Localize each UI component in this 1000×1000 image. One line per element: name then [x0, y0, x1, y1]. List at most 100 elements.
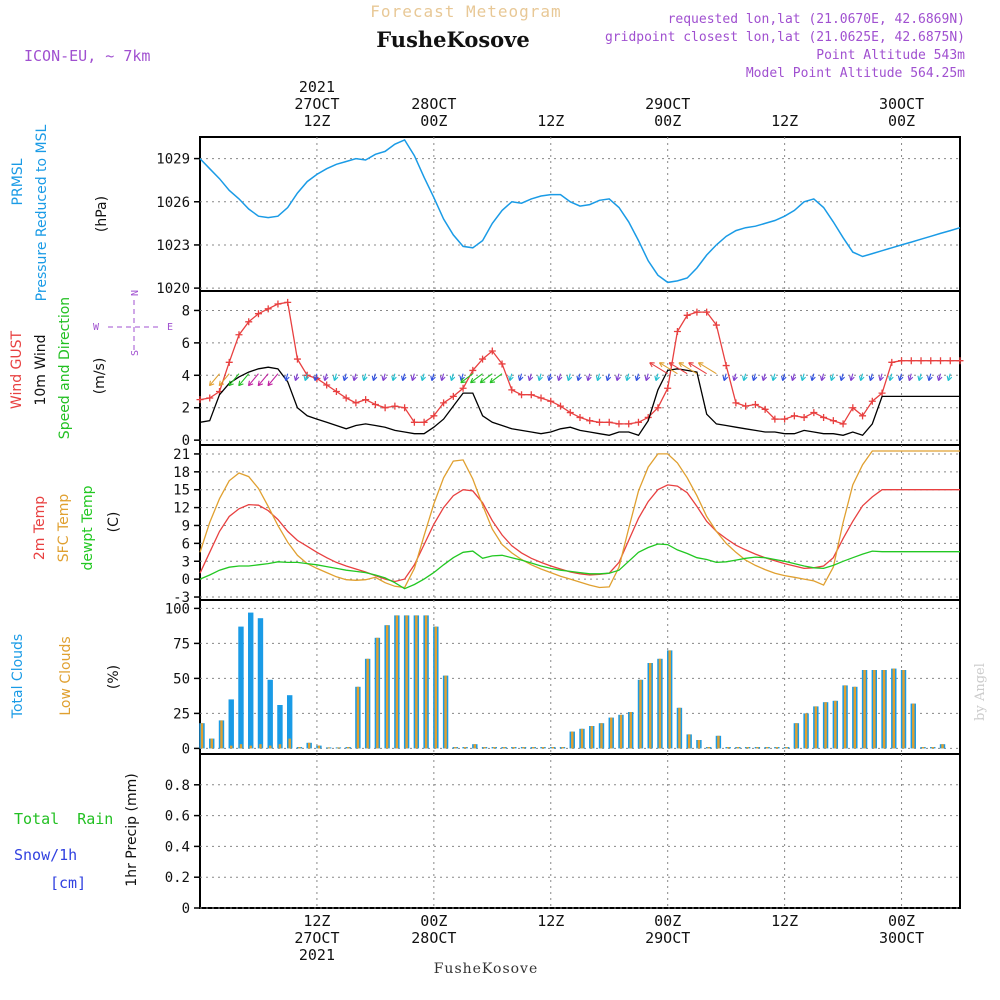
low-cloud-bar — [278, 744, 282, 749]
total-cloud-bar — [277, 705, 283, 749]
low-cloud-bar — [356, 686, 360, 749]
wind-direction-arrow — [267, 373, 279, 387]
time-axis-label: 00Z — [420, 912, 447, 930]
y-tick-label: -3 — [173, 590, 190, 606]
snow-unit: [cm] — [50, 874, 86, 892]
low-cloud-bar — [269, 745, 272, 749]
wind-gust-marker — [332, 388, 340, 396]
low-cloud-bar — [873, 670, 876, 749]
wind-direction-arrow — [517, 373, 524, 382]
y-tick-label: 1029 — [156, 152, 190, 168]
wind-direction-arrow — [352, 373, 358, 382]
panel-frame — [199, 753, 961, 909]
low-cloud-bar — [249, 745, 252, 749]
low-cloud-bar — [541, 747, 545, 749]
compass-legend: W E N S — [93, 290, 173, 356]
pressure-name: PRMSL — [10, 158, 26, 205]
low-cloud-bar — [756, 747, 759, 749]
wind-gust-marker — [722, 362, 730, 370]
wind-direction-arrow — [527, 373, 534, 382]
low-cloud-bar — [376, 637, 379, 749]
temp-2m-label: 2m Temp — [32, 496, 48, 560]
wind-direction-arrow — [751, 373, 758, 382]
wind-gust-marker — [810, 409, 818, 417]
low-cloud-bar — [639, 679, 642, 749]
rain-label: Total Rain — [14, 810, 113, 828]
time-axis-label: 12Z — [771, 912, 798, 930]
wind-gust-marker — [557, 402, 565, 410]
y-tick-label: 0 — [182, 572, 190, 588]
y-tick-label: 0 — [182, 433, 190, 449]
wind-direction-arrow — [556, 373, 563, 382]
time-axis-label: 28OCT — [411, 95, 456, 113]
y-tick-label: 1023 — [156, 238, 190, 254]
wind-direction-arrow — [732, 373, 738, 382]
wind-direction-arrow — [362, 373, 368, 382]
wind-gust-marker — [469, 366, 477, 374]
time-axis-label: 00Z — [420, 112, 447, 130]
y-tick-label: 6 — [182, 536, 190, 552]
low-cloud-bar — [424, 615, 428, 749]
low-cloud-bar — [571, 731, 574, 749]
low-cloud-bar — [610, 717, 613, 749]
low-cloud-bar — [454, 747, 457, 749]
time-axis-label: 2021 — [299, 78, 335, 96]
low-cloud-bar — [795, 723, 798, 749]
low-cloud-bar — [726, 747, 730, 749]
wind-direction-arrow — [654, 373, 660, 382]
wind-direction-arrow — [537, 373, 543, 382]
temp-unit: (C) — [106, 512, 122, 533]
pressure-desc: Pressure Reduced to MSL — [34, 124, 50, 301]
meteogram-title: Forecast Meteogram — [370, 2, 561, 21]
wind-direction-arrow — [829, 373, 836, 382]
footer-location: FusheKosove — [434, 961, 539, 977]
time-axis-label: 30OCT — [879, 929, 924, 947]
time-axis-label: 12Z — [771, 112, 798, 130]
wind-direction-arrow — [293, 373, 300, 382]
wind-gust-marker — [829, 417, 837, 425]
wind-direction-arrow — [780, 373, 787, 382]
wind-direction-arrow — [313, 373, 319, 382]
panel-frame — [199, 290, 961, 446]
wind-gust-marker — [410, 418, 418, 426]
wind-direction-arrow — [332, 373, 339, 382]
y-tick-label: 12 — [173, 501, 190, 517]
low-cloud-bar — [912, 703, 915, 749]
time-axis-label: 29OCT — [645, 929, 690, 947]
wind-direction-arrow — [897, 373, 904, 382]
wind-direction-arrow — [208, 373, 220, 387]
panel-frame — [199, 444, 961, 601]
y-tick-label: 21 — [173, 447, 190, 463]
svg-text:S: S — [130, 350, 141, 356]
wind-gust-marker — [859, 412, 867, 420]
wind-direction-arrow — [678, 362, 698, 375]
wind-direction-arrow — [658, 362, 678, 375]
wind-direction-arrow — [547, 373, 553, 382]
wind-gust-marker — [732, 399, 740, 407]
time-axis-label: 2021 — [299, 946, 335, 964]
wind-gust-marker — [673, 328, 681, 336]
time-axis-label: 12Z — [537, 912, 564, 930]
wind-direction-arrow — [927, 373, 933, 382]
wind-direction-arrow — [381, 373, 388, 382]
low-cloud-bar — [921, 747, 925, 749]
y-tick-label: 15 — [173, 483, 190, 499]
wind-gust-marker — [712, 321, 720, 329]
wind-direction-arrow — [420, 373, 427, 382]
wind-direction-arrow — [946, 373, 953, 382]
wind-direction-arrow — [439, 373, 446, 382]
temp-dew-line — [199, 543, 960, 590]
wind-direction-arrow — [228, 373, 240, 387]
low-cloud-bar — [337, 747, 340, 749]
wind-direction-arrow — [907, 373, 914, 382]
wind-direction-arrow — [489, 373, 503, 384]
wind-gust-marker — [254, 310, 262, 318]
low-cloud-bar — [853, 686, 857, 749]
wind-direction-arrow — [771, 373, 777, 382]
precip-panel: 0 0.2 0.4 0.6 0.8 — [165, 753, 961, 917]
time-axis-label: 12Z — [303, 912, 330, 930]
model-label: ICON-EU, ~ 7km — [24, 47, 150, 65]
low-cloud-bar — [882, 670, 886, 749]
y-tick-label: 3 — [182, 554, 190, 570]
wind-gust-marker — [820, 413, 828, 421]
